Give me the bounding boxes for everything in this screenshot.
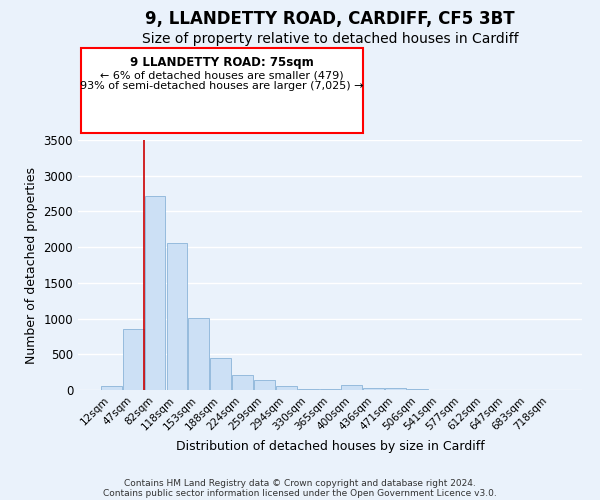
X-axis label: Distribution of detached houses by size in Cardiff: Distribution of detached houses by size …: [176, 440, 484, 453]
Text: 9, LLANDETTY ROAD, CARDIFF, CF5 3BT: 9, LLANDETTY ROAD, CARDIFF, CF5 3BT: [145, 10, 515, 28]
Bar: [254, 380, 275, 390]
Text: 9 LLANDETTY ROAD: 75sqm: 9 LLANDETTY ROAD: 75sqm: [130, 56, 314, 69]
Bar: [385, 388, 406, 390]
Bar: [232, 376, 253, 390]
Bar: [210, 358, 231, 390]
Bar: [341, 384, 362, 390]
Bar: [276, 386, 296, 390]
Bar: [407, 389, 428, 390]
Y-axis label: Number of detached properties: Number of detached properties: [25, 166, 38, 364]
Bar: [145, 196, 166, 390]
Bar: [298, 388, 319, 390]
Text: ← 6% of detached houses are smaller (479): ← 6% of detached houses are smaller (479…: [100, 70, 344, 80]
Text: 93% of semi-detached houses are larger (7,025) →: 93% of semi-detached houses are larger (…: [80, 81, 364, 91]
Text: Contains public sector information licensed under the Open Government Licence v3: Contains public sector information licen…: [103, 488, 497, 498]
Bar: [167, 243, 187, 390]
Bar: [364, 388, 384, 390]
Bar: [320, 388, 340, 390]
Text: Size of property relative to detached houses in Cardiff: Size of property relative to detached ho…: [142, 32, 518, 46]
Bar: [123, 330, 143, 390]
Text: Contains HM Land Registry data © Crown copyright and database right 2024.: Contains HM Land Registry data © Crown c…: [124, 478, 476, 488]
Bar: [101, 386, 122, 390]
Bar: [188, 318, 209, 390]
